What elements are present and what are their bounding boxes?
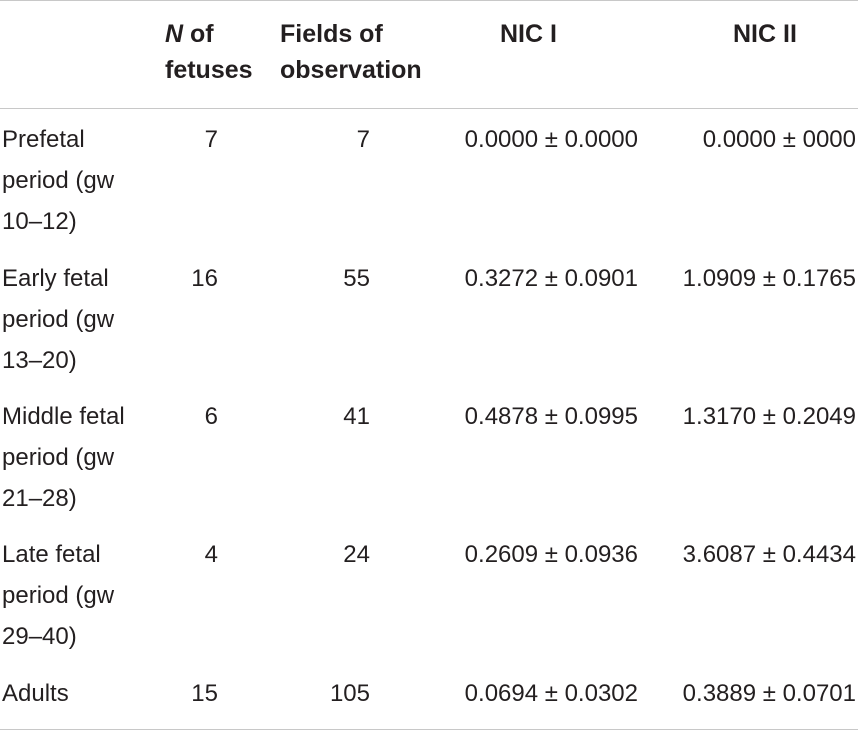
table-top-rule	[0, 0, 858, 1]
header-nic-ii: NIC II	[733, 20, 797, 48]
row-fields: 24	[343, 541, 370, 568]
row-n-fetuses: 6	[204, 403, 218, 430]
row-nic-i: 0.0694 ± 0.0302	[464, 680, 638, 707]
row-nic-i: 0.4878 ± 0.0995	[464, 403, 638, 430]
row-label: Early fetal period (gw 13–20)	[2, 265, 115, 374]
row-nic-ii: 0.3889 ± 0.0701	[682, 680, 856, 707]
row-nic-i: 0.0000 ± 0.0000	[464, 126, 638, 153]
row-nic-i: 0.2609 ± 0.0936	[464, 541, 638, 568]
header-fields-of-observation: Fields of observation	[280, 16, 440, 88]
row-n-fetuses: 7	[204, 126, 218, 153]
header-n-of-fetuses: N of fetuses	[165, 16, 265, 88]
header-fields-line2: observation	[280, 56, 422, 84]
row-label: Late fetal period (gw 29–40)	[2, 541, 115, 650]
row-fields: 41	[343, 403, 370, 430]
row-fields: 7	[356, 126, 370, 153]
row-nic-ii: 3.6087 ± 0.4434	[682, 541, 856, 568]
row-nic-ii: 1.3170 ± 0.2049	[682, 403, 856, 430]
row-fields: 55	[343, 265, 370, 292]
row-label: Adults	[2, 680, 69, 707]
header-fetuses: fetuses	[165, 56, 253, 84]
table-bottom-rule	[0, 729, 858, 730]
row-nic-ii: 1.0909 ± 0.1765	[682, 265, 856, 292]
row-label: Middle fetal period (gw 21–28)	[2, 403, 125, 512]
row-fields: 105	[329, 680, 370, 707]
header-n-of: of	[183, 20, 214, 48]
row-n-fetuses: 15	[191, 680, 218, 707]
row-n-fetuses: 16	[191, 265, 218, 292]
header-nic-i: NIC I	[500, 20, 557, 48]
row-nic-ii: 0.0000 ± 0000	[702, 126, 856, 153]
header-fields-line1: Fields of	[280, 20, 383, 48]
row-nic-i: 0.3272 ± 0.0901	[464, 265, 638, 292]
header-rule	[0, 108, 858, 109]
header-n-symbol: N	[165, 20, 184, 48]
row-n-fetuses: 4	[204, 541, 218, 568]
row-label: Prefetal period (gw 10–12)	[2, 126, 115, 235]
